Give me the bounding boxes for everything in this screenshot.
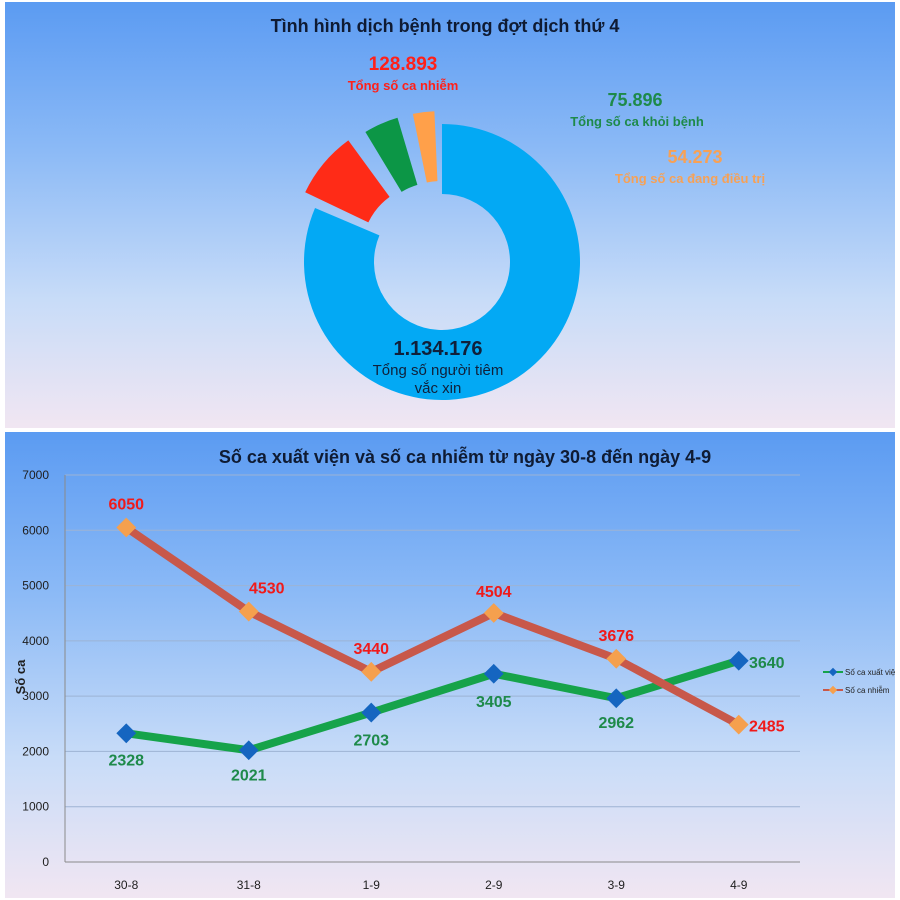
treating-total-label: Tổng số ca đang điều trị [615,171,765,186]
data-label-recovered: 3640 [749,655,785,672]
vaccinated-total-value: 1.134.176 [394,338,483,360]
donut-chart: Tình hình dịch bệnh trong đợt dịch thứ 4… [271,16,765,401]
marker-recovered [361,702,382,723]
data-label-infected: 3440 [353,641,389,658]
data-label-infected: 2485 [749,719,785,736]
donut-slice-infected [305,140,390,223]
marker-recovered [116,723,137,744]
data-label-recovered: 2328 [108,752,144,769]
infected-total-value: 128.893 [369,54,438,75]
marker-recovered [238,740,259,761]
marker-recovered [483,663,504,684]
data-label-recovered: 3405 [476,694,512,711]
y-tick-label: 6000 [22,523,49,537]
y-tick-label: 5000 [22,579,49,593]
y-tick-label: 2000 [22,744,49,758]
marker-recovered [728,650,749,671]
y-tick-label: 0 [42,855,49,869]
x-tick-label: 31-8 [237,878,261,892]
y-tick-label: 7000 [22,468,49,482]
marker-recovered [606,688,627,709]
line-chart-title: Số ca xuất viện và số ca nhiễm từ ngày 3… [219,446,711,467]
line-chart-panel: Số ca xuất viện và số ca nhiễm từ ngày 3… [5,432,895,898]
y-tick-label: 3000 [22,689,49,703]
treating-total-value: 54.273 [667,147,722,167]
data-label-infected: 6050 [108,497,144,514]
legend-label-recovered: Số ca xuất việ [845,668,895,677]
donut-slice-recovered [365,117,418,192]
data-label-recovered: 2962 [598,715,634,732]
series-line-infected [122,523,743,729]
donut-chart-title: Tình hình dịch bệnh trong đợt dịch thứ 4 [271,16,620,36]
data-label-infected: 4504 [476,584,512,601]
marker-infected [238,601,259,622]
x-tick-label: 2-9 [485,878,503,892]
legend-marker-recovered [828,667,838,677]
x-tick-label: 30-8 [114,878,138,892]
donut-slice-vaccinated [304,124,580,401]
x-tick-label: 1-9 [363,878,381,892]
data-label-infected: 4530 [249,581,285,598]
vaccinated-label-line2: vắc xin [415,380,462,397]
legend-label-infected: Số ca nhiễm [845,686,890,695]
y-tick-label: 4000 [22,634,49,648]
data-label-infected: 3676 [598,628,634,645]
donut-chart-panel: Tình hình dịch bệnh trong đợt dịch thứ 4… [5,2,895,428]
data-label-recovered: 2021 [231,767,267,784]
marker-infected [483,603,504,623]
infected-total-label: Tổng số ca nhiễm [348,78,459,93]
vaccinated-label-line1: Tổng số người tiêm [373,362,504,379]
marker-infected [361,661,382,682]
y-tick-label: 1000 [22,800,49,814]
y-axis-label: Số ca [13,659,28,694]
recovered-total-value: 75.896 [607,90,662,110]
legend-marker-infected [828,685,838,695]
data-label-recovered: 2703 [353,733,389,750]
recovered-total-label: Tổng số ca khỏi bệnh [570,114,704,129]
donut-slice-treating [412,111,438,183]
line-chart: Số ca xuất viện và số ca nhiễm từ ngày 3… [13,446,895,892]
series-line-recovered [122,656,743,755]
x-tick-label: 4-9 [730,878,748,892]
x-tick-label: 3-9 [608,878,626,892]
